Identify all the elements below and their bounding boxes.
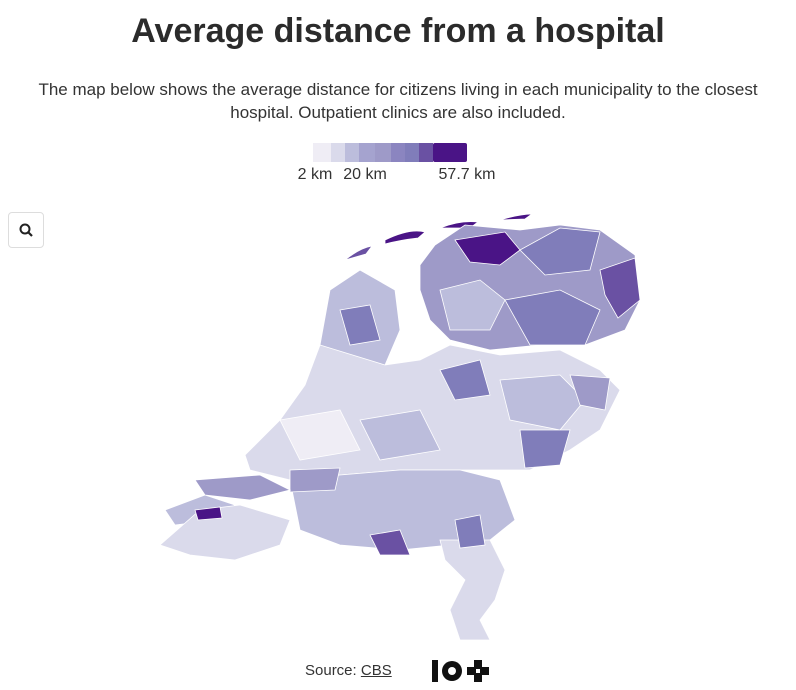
zoom-button[interactable] xyxy=(8,212,44,248)
legend-label: 20 km xyxy=(343,166,387,183)
legend-label: 2 km xyxy=(298,166,333,183)
logo xyxy=(432,660,489,682)
subtitle: The map below shows the average distance… xyxy=(38,80,758,122)
source-link[interactable]: CBS xyxy=(360,662,392,679)
legend: 2 km 20 km 57.7 km xyxy=(298,143,496,183)
source-label: Source: xyxy=(305,662,357,679)
municipalities xyxy=(159,213,641,641)
legend-label: 57.7 km xyxy=(439,166,496,183)
search-icon xyxy=(19,223,33,237)
title: Average distance from a hospital xyxy=(131,12,665,50)
footer: Source: CBS xyxy=(305,662,392,679)
